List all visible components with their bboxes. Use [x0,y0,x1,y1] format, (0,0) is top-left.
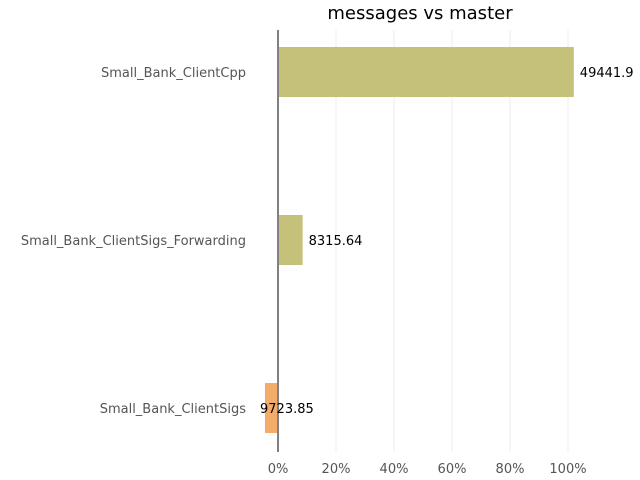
category-label: Small_Bank_ClientSigs [100,402,247,417]
data-label: 9723.85 [260,402,314,417]
x-tick-labels: 0% 20% 40% 60% 80% 100% [268,462,587,477]
category-label: Small_Bank_ClientCpp [101,66,246,81]
bar [278,47,574,97]
bar [264,383,278,433]
chart-title: messages vs master [327,3,513,24]
x-tick-label: 60% [438,462,467,477]
x-tick-label: 100% [549,462,586,477]
x-tick-label: 40% [380,462,409,477]
category-label: Small_Bank_ClientSigs_Forwarding [21,234,246,249]
grid-lines [335,30,569,452]
data-label: 8315.64 [309,234,363,249]
x-tick-label: 0% [268,462,289,477]
bar [278,215,303,265]
data-label: 49441.9 [580,66,634,81]
x-tick-label: 80% [496,462,525,477]
category-labels: Small_Bank_ClientCpp Small_Bank_ClientSig… [21,66,246,417]
data-labels: 49441.9 8315.64 9723.85 [260,66,634,417]
bar-group [264,47,574,433]
x-tick-label: 20% [322,462,351,477]
